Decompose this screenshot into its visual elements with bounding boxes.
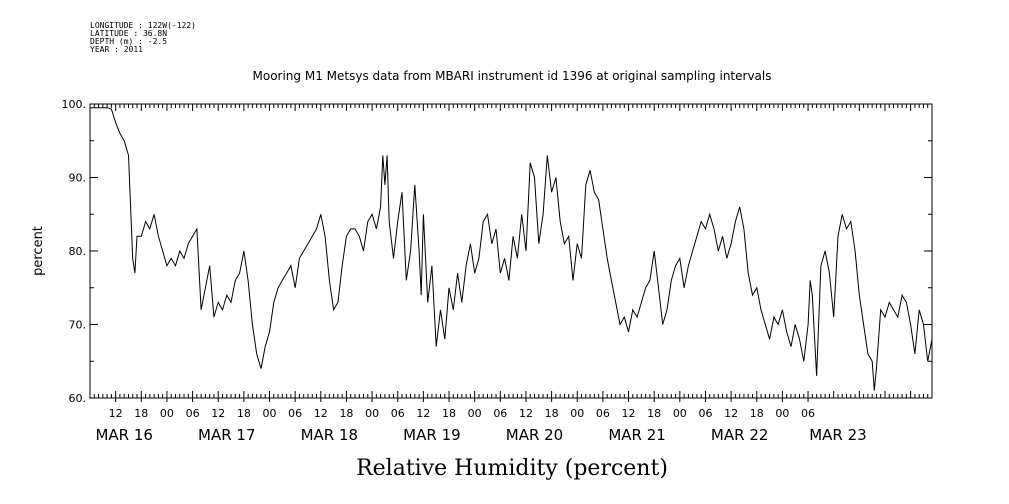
year-label: YEAR : 2011 <box>90 45 143 54</box>
x-hour-label: 18 <box>134 407 148 420</box>
plot-frame <box>89 103 933 399</box>
x-date-label: MAR 23 <box>809 426 866 444</box>
x-hour-label: 18 <box>339 407 353 420</box>
x-date-label: MAR 22 <box>711 426 768 444</box>
x-hour-label: 06 <box>288 407 302 420</box>
station-metadata: LONGITUDE : 122W(-122) LATITUDE : 36.8N … <box>90 22 196 54</box>
y-tick-label: 70. <box>69 319 87 332</box>
x-date-label: MAR 18 <box>301 426 358 444</box>
x-hour-label: 06 <box>801 407 815 420</box>
x-hour-label: 18 <box>545 407 559 420</box>
x-axis: 12 18 00 06 12 18 00 06 12 18 00 06 12 18 00 06 12 18 00 06… <box>89 104 933 444</box>
y-tick-label: 80. <box>69 245 87 258</box>
x-date-label: MAR 19 <box>403 426 460 444</box>
x-hour-label: 06 <box>493 407 507 420</box>
x-hour-label: 12 <box>211 407 225 420</box>
y-tick-label: 100. <box>62 98 87 111</box>
y-axis-label: percent <box>31 226 46 276</box>
x-hour-label: 12 <box>622 407 636 420</box>
x-hour-label: 12 <box>109 407 123 420</box>
latitude-label: LATITUDE : 36.8N <box>90 29 168 38</box>
y-axis: 60. 70. 80. 90. 100. <box>62 98 932 405</box>
x-hour-label: 00 <box>673 407 687 420</box>
x-date-label: MAR 21 <box>608 426 665 444</box>
x-hour-label: 18 <box>750 407 764 420</box>
x-date-label: MAR 17 <box>198 426 255 444</box>
x-hour-label: 00 <box>570 407 584 420</box>
x-hour-label: 12 <box>519 407 533 420</box>
x-date-label: MAR 16 <box>95 426 152 444</box>
x-axis-label: Relative Humidity (percent) <box>356 456 668 481</box>
x-hour-label: 06 <box>391 407 405 420</box>
x-hour-label: 00 <box>775 407 789 420</box>
x-hour-label: 12 <box>416 407 430 420</box>
x-hour-label: 18 <box>237 407 251 420</box>
depth-label: DEPTH (m) : -2.5 <box>90 37 168 46</box>
x-hour-label: 18 <box>442 407 456 420</box>
x-hour-label: 12 <box>314 407 328 420</box>
x-date-label: MAR 20 <box>506 426 563 444</box>
x-hour-label: 06 <box>186 407 200 420</box>
x-hour-label: 00 <box>468 407 482 420</box>
y-tick-label: 90. <box>69 172 87 185</box>
x-hour-label: 06 <box>698 407 712 420</box>
x-hour-label: 00 <box>365 407 379 420</box>
x-hour-label: 06 <box>596 407 610 420</box>
longitude-label: LONGITUDE : 122W(-122) <box>90 21 196 30</box>
series-line <box>90 107 933 391</box>
y-tick-label: 60. <box>69 392 87 405</box>
x-hour-label: 18 <box>647 407 661 420</box>
x-hour-label: 00 <box>263 407 277 420</box>
chart-title: Mooring M1 Metsys data from MBARI instru… <box>253 69 772 83</box>
x-hour-label: 00 <box>160 407 174 420</box>
x-hour-label: 12 <box>724 407 738 420</box>
